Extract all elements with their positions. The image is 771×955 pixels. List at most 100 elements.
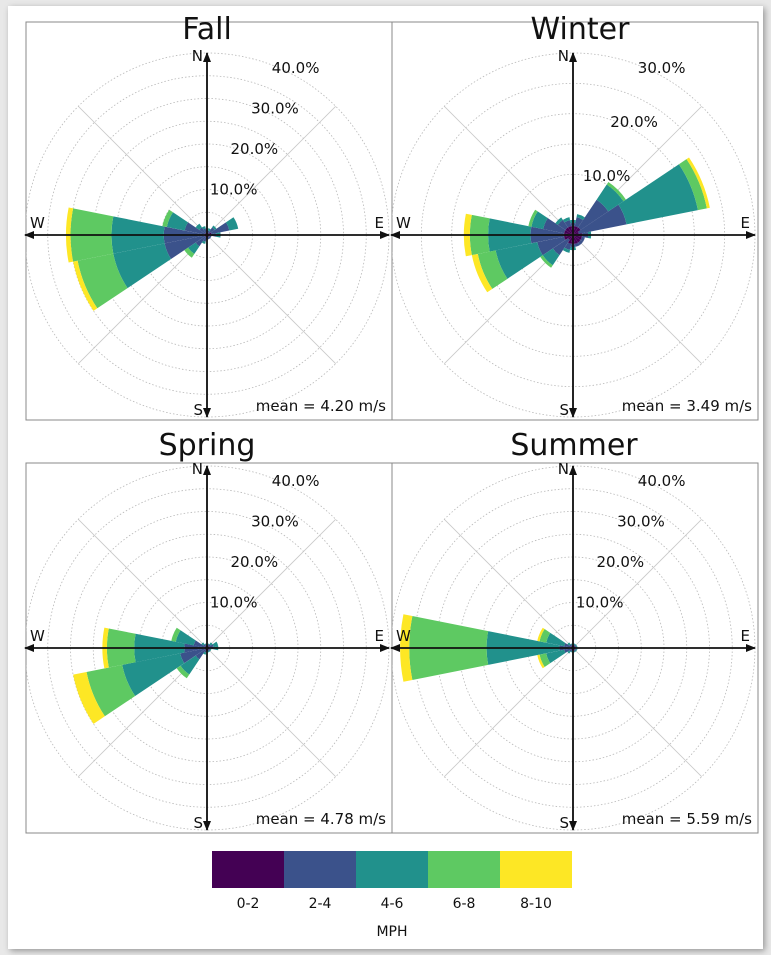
ring-label: 20.0% <box>610 113 658 131</box>
ring-label: 10.0% <box>210 593 258 611</box>
panel-title-spring: Spring <box>159 428 256 463</box>
ring-label: 40.0% <box>272 472 320 490</box>
direction-label-w: W <box>30 627 45 645</box>
wedge-segment-4-6 <box>201 642 205 646</box>
wedge-segment-4-6 <box>175 630 196 646</box>
wedge-segment-2-4 <box>208 227 215 234</box>
wedge-segment-8-10 <box>537 627 545 642</box>
grid-spoke <box>206 519 336 649</box>
wedge-dir-45 <box>573 182 626 235</box>
grid-spoke <box>444 106 574 236</box>
legend-label-4-6: 4-6 <box>381 896 404 912</box>
wedge-dir-292.5 <box>162 209 207 235</box>
wedge-segment-2-4 <box>570 649 573 652</box>
direction-label-e: E <box>741 214 750 232</box>
legend-swatch-6-8 <box>428 851 500 888</box>
wedge-segment-2-4 <box>199 227 206 234</box>
ring-label: 10.0% <box>576 593 624 611</box>
wedge-segment-4-6 <box>576 214 585 220</box>
wedge-segment-2-4 <box>578 199 609 230</box>
wedge-segment-2-4 <box>208 644 211 647</box>
wedge-segment-4-6 <box>212 225 217 230</box>
wedge-segment-2-4 <box>574 648 577 651</box>
wedge-segment-2-4 <box>208 649 211 652</box>
wedge-segment-2-4 <box>537 236 566 256</box>
windrose-panel-spring: N S E W 10.0% 20.0% 30.0% 40.0% mean = 4.78 m/s <box>24 460 393 834</box>
panel-title-winter: Winter <box>531 12 631 47</box>
direction-label-s: S <box>193 814 203 832</box>
wedge-segment-2-4 <box>574 644 577 647</box>
grid-spoke <box>78 519 208 649</box>
wedge-dir-202.5 <box>562 235 573 253</box>
wedge-segment-2-4 <box>180 648 206 664</box>
wedge-segment-2-4 <box>203 228 207 234</box>
wedge-segment-6-8 <box>539 653 551 667</box>
wedge-segment-4-6 <box>562 247 571 253</box>
wedge-segment-2-4 <box>184 222 206 235</box>
wedge-segment-2-4 <box>208 235 212 238</box>
wedge-dir-247.5 <box>537 648 573 669</box>
ring-label: 30.0% <box>638 59 686 77</box>
direction-label-e: E <box>741 627 750 645</box>
wedge-segment-4-6 <box>576 645 578 648</box>
windrose-figure: N S E W 10.0% 20.0% 30.0% 40.0% mean = 4.20 m/s F… <box>8 6 763 949</box>
compass-axes <box>390 52 756 418</box>
grid-spoke <box>206 234 336 364</box>
wedge-segment-6-8 <box>162 209 173 228</box>
wedge-segment-2-4 <box>208 644 214 648</box>
wedge-segment-4-6 <box>567 642 571 646</box>
wedge-segment-0-2 <box>567 235 573 244</box>
wedge-segment-2-4 <box>207 230 210 234</box>
wedge-segment-4-6 <box>201 226 206 230</box>
grid-spoke <box>572 519 702 649</box>
legend-swatch-0-2 <box>212 851 284 888</box>
wedge-segment-2-4 <box>207 644 210 647</box>
wedge-segment-2-4 <box>207 236 210 240</box>
wedge-segment-2-4 <box>573 644 576 647</box>
wedge-segment-4-6 <box>113 243 172 289</box>
wedge-dir-157.5 <box>573 235 580 247</box>
wedge-segment-4-6 <box>573 643 576 645</box>
ring-label: 10.0% <box>210 180 258 198</box>
mean-speed-label: mean = 4.78 m/s <box>256 810 386 828</box>
wedge-dir-67.5 <box>207 217 239 235</box>
wedge-segment-0-2 <box>565 227 573 235</box>
wedge-segment-4-6 <box>209 650 211 652</box>
wedge-dir-247.5 <box>471 235 573 293</box>
wedge-segment-2-4 <box>543 218 566 234</box>
wedge-segment-6-8 <box>176 665 190 679</box>
wedge-segment-4-6 <box>618 164 698 225</box>
wedge-dir-135 <box>573 235 584 246</box>
wedge-segment-4-6 <box>542 248 560 266</box>
wedge-segment-4-6 <box>570 651 573 653</box>
wedge-segment-2-4 <box>204 649 207 653</box>
wedge-segment-2-4 <box>195 236 206 247</box>
wedge-segment-4-6 <box>203 651 207 655</box>
wedge-dir-22.5 <box>207 228 211 235</box>
wedge-segment-4-6 <box>567 650 571 654</box>
wedge-segment-8-10 <box>471 253 493 293</box>
windrose-panel-summer: N S E W 10.0% 20.0% 30.0% 40.0% mean = 5.59 m/s <box>390 460 759 834</box>
wedge-segment-2-4 <box>574 242 580 247</box>
wedge-segment-8-10 <box>73 671 105 724</box>
grid-spoke <box>444 519 574 649</box>
wedge-segment-6-8 <box>606 182 626 202</box>
wedge-segment-0-2 <box>567 235 573 241</box>
wedge-segment-4-6 <box>596 184 624 212</box>
wedge-segment-2-4 <box>569 649 572 652</box>
wedge-segment-4-6 <box>207 651 210 653</box>
wedge-dir-292.5 <box>537 627 573 648</box>
wedge-segment-4-6 <box>180 655 200 675</box>
direction-label-s: S <box>559 814 569 832</box>
wedge-segment-6-8 <box>184 247 195 258</box>
wedge-segment-2-4 <box>195 649 206 660</box>
grid-spoke <box>78 106 208 236</box>
wedge-segment-2-4 <box>578 204 627 234</box>
wedge-segment-0-2 <box>564 235 573 241</box>
ring-label: 30.0% <box>251 512 299 530</box>
grid-spoke <box>78 234 208 364</box>
wedge-segment-4-6 <box>573 651 576 653</box>
wedge-segment-2-4 <box>580 236 585 242</box>
wedge-segment-2-4 <box>208 648 211 651</box>
